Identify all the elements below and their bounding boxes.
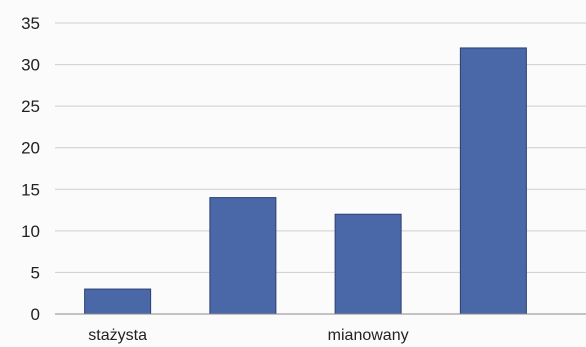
bar-3 xyxy=(459,47,527,315)
y-tick-label: 10 xyxy=(21,222,40,241)
y-tick-label: 5 xyxy=(31,263,40,282)
y-tick-label: 35 xyxy=(21,14,40,33)
x-category-label: mianowany xyxy=(328,327,409,344)
x-category-label: stażysta xyxy=(88,327,147,344)
y-tick-label: 15 xyxy=(21,180,40,199)
y-tick-label: 25 xyxy=(21,97,40,116)
y-tick-label: 0 xyxy=(31,305,40,324)
bar-0 xyxy=(84,288,152,315)
gridlines xyxy=(55,22,586,315)
x-axis-category-labels: stażysta mianowany xyxy=(88,327,408,344)
y-tick-label: 20 xyxy=(21,139,40,158)
bar-2 xyxy=(334,213,402,315)
y-axis-tick-labels: 0 5 10 15 20 25 30 35 xyxy=(21,14,40,324)
bar-1 xyxy=(209,197,277,315)
bars xyxy=(84,47,527,315)
y-tick-label: 30 xyxy=(21,56,40,75)
